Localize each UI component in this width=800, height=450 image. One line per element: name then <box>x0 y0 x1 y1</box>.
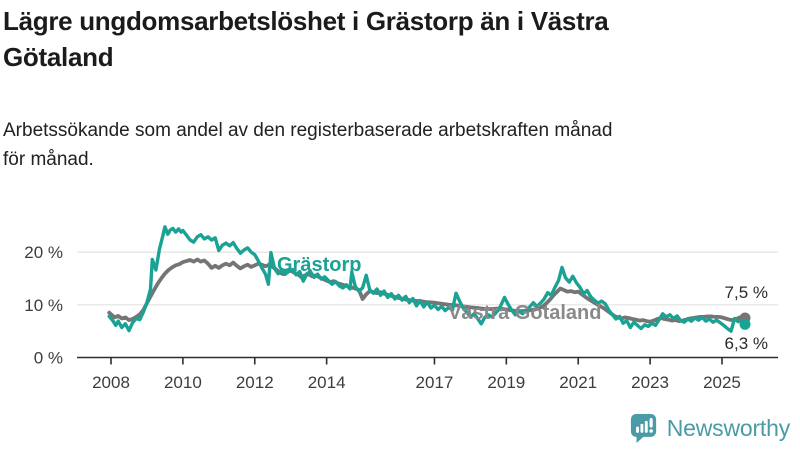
y-tick-label: 0 % <box>34 349 63 368</box>
x-tick-label: 2021 <box>559 373 597 392</box>
series-label-grastorp: Grästorp <box>277 254 361 276</box>
newsworthy-logo: Newsworthy <box>630 413 790 444</box>
x-tick-label: 2025 <box>703 373 741 392</box>
end-value-grastorp: 6,3 % <box>725 334 768 353</box>
end-value-vastra-gotaland: 7,5 % <box>725 283 768 302</box>
x-tick-label: 2010 <box>164 373 202 392</box>
chart-subtitle-line-2: för månad. <box>3 149 94 170</box>
chart-subtitle: Arbetssökande som andel av den registerb… <box>3 116 787 174</box>
chart-title-line-1: Lägre ungdomsarbetslöshet i Grästorp än … <box>3 6 609 36</box>
y-tick-label: 10 % <box>24 296 63 315</box>
series-label-vastra-gotaland: Västra Götaland <box>448 302 601 324</box>
newsworthy-logo-icon <box>630 414 656 443</box>
x-tick-label: 2012 <box>236 373 274 392</box>
vastra-gotaland-line <box>107 257 747 324</box>
x-tick-label: 2008 <box>92 373 130 392</box>
x-tick-label: 2023 <box>631 373 669 392</box>
chart-title: Lägre ungdomsarbetslöshet i Grästorp än … <box>3 3 787 75</box>
grastorp-line <box>107 225 747 333</box>
x-tick-label: 2017 <box>416 373 454 392</box>
y-tick-label: 20 % <box>24 243 63 262</box>
chart-subtitle-line-1: Arbetssökande som andel av den registerb… <box>3 120 613 141</box>
x-tick-label: 2014 <box>308 373 346 392</box>
chart-title-line-2: Götaland <box>3 42 114 72</box>
x-tick-label: 2019 <box>487 373 525 392</box>
newsworthy-logo-text: Newsworthy <box>666 415 790 441</box>
grastorp-end-dot <box>739 318 751 330</box>
